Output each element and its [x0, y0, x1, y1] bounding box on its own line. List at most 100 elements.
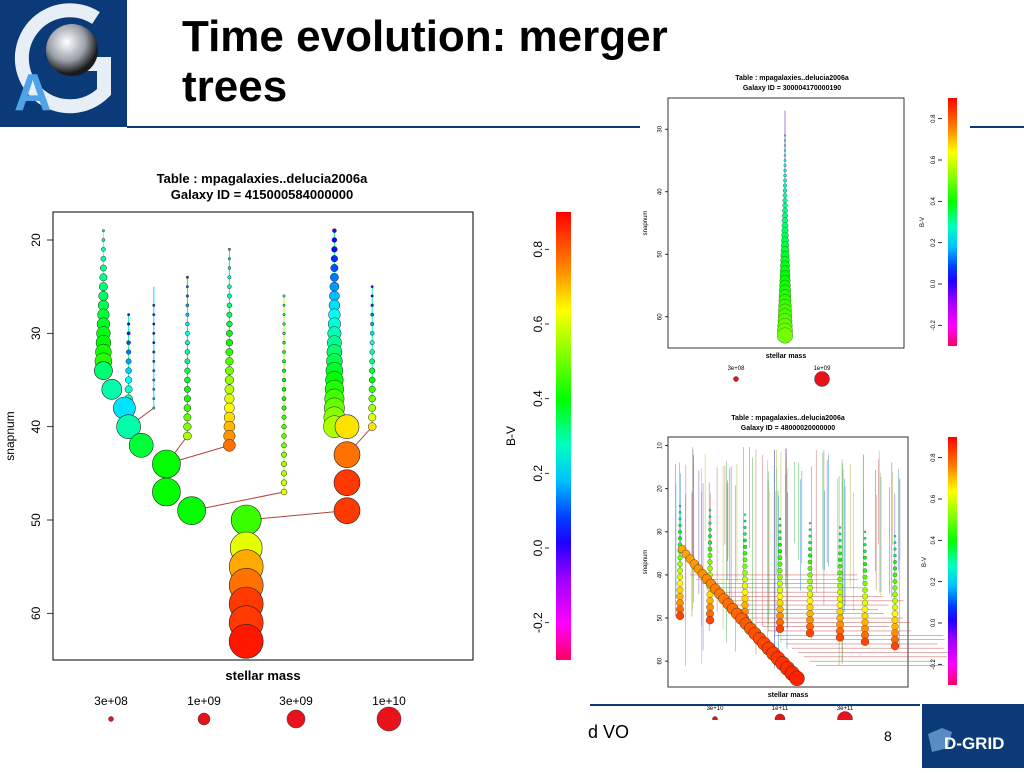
branch-galaxy-dot [282, 313, 286, 317]
inset2-branch-dot [892, 591, 898, 598]
inset2-branch-dot [707, 559, 713, 565]
inset2-branch-dot [837, 564, 843, 569]
branch-galaxy-dot [368, 376, 376, 384]
branch-galaxy-dot [331, 246, 338, 253]
size-legend-label: 3e+11 [837, 706, 854, 712]
inset2-branch-dot [891, 629, 899, 637]
inset2-branch-dot [862, 587, 868, 593]
inset1-galaxy-dot [783, 183, 787, 188]
inset1-xlabel: stellar mass [766, 353, 807, 360]
main-progenitor-dot [230, 504, 262, 536]
branch-galaxy-dot [185, 331, 190, 336]
branch-galaxy-dot [152, 331, 156, 335]
branch-galaxy-dot [124, 385, 133, 394]
inset2-y-axis: 10 20 30 40 50 60 [657, 442, 668, 664]
inset2-branch-dot [891, 604, 899, 611]
main-progenitor-dot [94, 361, 113, 380]
branch-galaxy-dot [98, 291, 109, 301]
main-progenitor-dot [116, 414, 141, 439]
inset2-branch-dot [807, 553, 813, 558]
inset2-branch-dot [861, 606, 869, 613]
inset2-branch-dot [837, 570, 843, 576]
branch-galaxy-dot [126, 340, 131, 345]
right-trunk-dot [333, 497, 361, 524]
branch-galaxy-dot [184, 358, 191, 365]
branch-galaxy-dot [368, 385, 376, 393]
branch-galaxy-dot [227, 284, 232, 289]
size-legend-label: 3e+08 [728, 366, 746, 372]
branch-galaxy-dot [152, 387, 156, 391]
branch-galaxy-dot [101, 229, 105, 233]
inset2-branch-dot [807, 559, 813, 565]
branch-galaxy-dot [224, 384, 235, 395]
size-legend-label: 1e+09 [187, 694, 221, 708]
colorbar-tick-label: 0.6 [531, 315, 545, 332]
branch-galaxy-dot [183, 413, 192, 422]
right-trunk-dot [333, 441, 361, 468]
inset2-branch-dot [743, 513, 747, 516]
size-legend-dot [376, 706, 402, 732]
inset2-branch-dot [775, 624, 785, 633]
inset2-branch-dot [836, 595, 844, 602]
inset1-galaxy-dot [782, 188, 788, 193]
inset2-branch-dot [708, 521, 712, 525]
branch-galaxy-dot [281, 377, 287, 383]
inset2-branch-dot [808, 528, 812, 531]
inset2-xlabel: stellar mass [768, 692, 809, 699]
dgrid-graphic: D-GRID [928, 728, 1004, 753]
inset2-branch-dot [777, 568, 783, 574]
inset1-galaxy-dot [783, 164, 787, 167]
inset2-branch-dot [743, 538, 747, 543]
branch-galaxy-dot [282, 340, 286, 345]
inset2-branch-dot [807, 584, 813, 591]
main-merger-tree-chart: Table : mpagalaxies..delucia2006a Galaxy… [3, 171, 571, 732]
colorbar-tick-label: 0.0 [931, 618, 937, 627]
inset1-ylabel: snapnum [643, 211, 649, 236]
inset2-branch-dot [707, 540, 713, 545]
branch-galaxy-dot [125, 367, 132, 374]
inset1-galaxy-dot [783, 144, 787, 147]
inset1-galaxy-dot [783, 173, 787, 178]
inset2-branch-dot [835, 633, 845, 642]
inset2-branch-dot [893, 534, 897, 538]
inset2-branch-dot [778, 524, 782, 527]
branch-galaxy-dot [282, 359, 286, 364]
inset2-branch-dot [861, 625, 869, 633]
inset1-galaxy-dot [782, 212, 788, 219]
inset1-galaxy-dot [783, 149, 787, 152]
inset2-branch-dot [807, 578, 813, 585]
inset-chart-top: Table : mpagalaxies..delucia2006a Galaxy… [640, 70, 970, 390]
branch-galaxy-dot [184, 340, 190, 346]
size-legend-label: 1e+10 [372, 694, 406, 708]
branch-galaxy-dot [369, 331, 375, 336]
colorbar-tick-label: 0.2 [531, 465, 545, 482]
inset2-branch-dot [861, 612, 869, 620]
inset1-galaxy-dot [782, 198, 788, 203]
main-progenitor-dot [152, 477, 181, 507]
inset1-title: Table : mpagalaxies..delucia2006a [735, 75, 849, 82]
inset2-branch-dot [708, 515, 712, 519]
size-legend-label: 3e+08 [94, 694, 128, 708]
inset2-colorbar-label: B-V [922, 557, 928, 567]
branch-galaxy-dot [282, 350, 286, 354]
inset2-branch-dot [863, 549, 867, 553]
main-colorbar-ticks: 0.8 0.6 0.4 0.2 0.0 -0.2 [531, 241, 549, 633]
branch-galaxy-dot [369, 367, 376, 374]
inset2-branch-dot [707, 565, 713, 572]
branch-galaxy-dot [280, 479, 288, 486]
inset2-branch-dot [706, 603, 714, 612]
inset2-branch-dot [805, 629, 815, 638]
inset1-colorbar-ticks: 0.8 0.6 0.4 0.2 0.0 -0.2 [931, 114, 942, 331]
branch-galaxy-dot [185, 321, 190, 327]
slide-title: Time evolution: merger trees [182, 12, 668, 112]
branch-galaxy-dot [184, 349, 191, 355]
main-ylabel: snapnum [3, 411, 17, 460]
inset2-branch-dot [777, 549, 783, 554]
logo-graphic: A [0, 0, 127, 127]
inset2-branch-dot [741, 601, 749, 609]
inset2-branch-dot [675, 611, 685, 620]
branch-galaxy-dot [281, 424, 287, 430]
inset2-branch-dot [808, 534, 812, 538]
inset2-branch-dot [806, 591, 814, 598]
inset2-branch-dot [838, 545, 842, 549]
